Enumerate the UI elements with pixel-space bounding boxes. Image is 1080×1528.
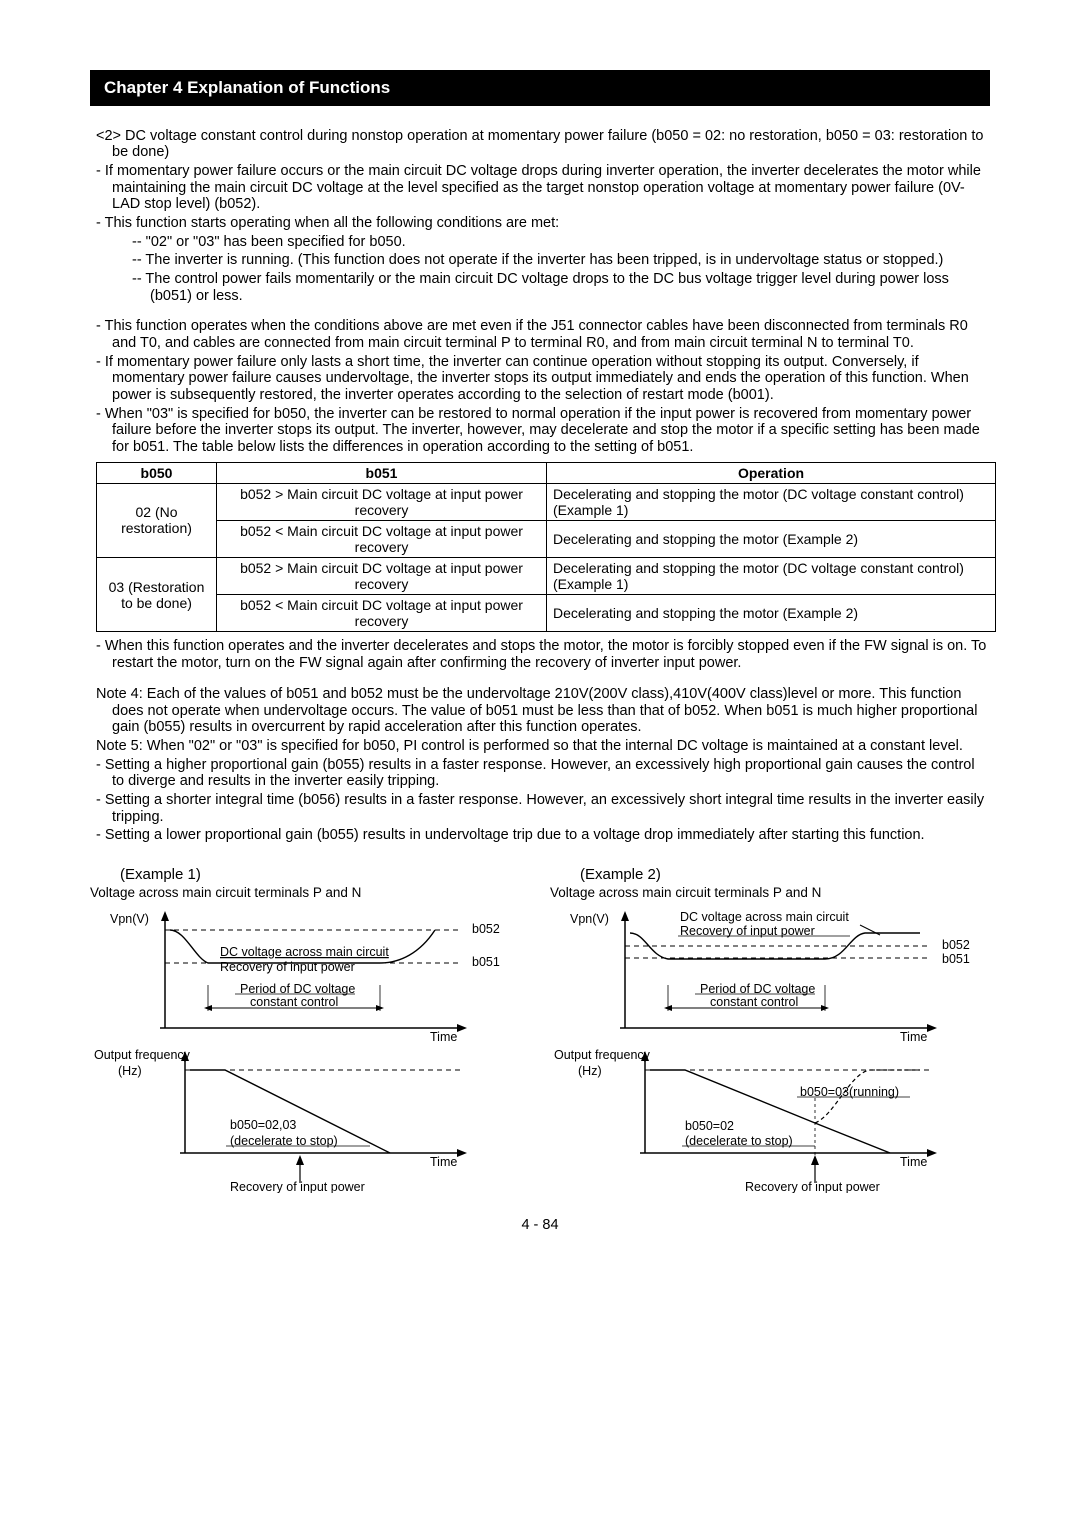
label: Vpn(V) <box>110 912 149 926</box>
td: Decelerating and stopping the motor (Exa… <box>547 520 996 557</box>
label: DC voltage across main circuit <box>220 945 389 959</box>
bullet: - Setting a lower proportional gain (b05… <box>90 827 990 844</box>
label: constant control <box>250 995 338 1009</box>
label: b051 <box>942 952 970 966</box>
label: Vpn(V) <box>570 912 609 926</box>
para: -- The inverter is running. (This functi… <box>90 252 990 269</box>
th: Operation <box>547 462 996 483</box>
ex-subtitle: Voltage across main circuit terminals P … <box>90 885 530 901</box>
chapter-header: Chapter 4 Explanation of Functions <box>90 70 990 106</box>
bullet: - Setting a higher proportional gain (b0… <box>90 757 990 790</box>
label: Output frequency <box>554 1048 651 1062</box>
label: Time <box>430 1155 457 1169</box>
ex-title: (Example 1) <box>90 866 530 883</box>
para: - This function operates when the condit… <box>90 318 990 351</box>
label: b050=02,03 <box>230 1118 296 1132</box>
ex2-voltage-chart: Vpn(V) DC voltage across main circuit Re… <box>550 903 990 1043</box>
ex-title: (Example 2) <box>550 866 990 883</box>
label: b050=02 <box>685 1119 734 1133</box>
label: Recovery of input power <box>220 960 355 974</box>
label: (Hz) <box>118 1064 142 1078</box>
ex2-freq-chart: Output frequency (Hz) Time b050=03(runni… <box>550 1043 990 1193</box>
td: 02 (No restoration) <box>97 483 217 557</box>
para: - When "03" is specified for b050, the i… <box>90 406 990 456</box>
td: b052 < Main circuit DC voltage at input … <box>217 595 547 632</box>
td: Decelerating and stopping the motor (DC … <box>547 483 996 520</box>
examples-row: (Example 1) Voltage across main circuit … <box>90 866 990 1193</box>
td: 03 (Restoration to be done) <box>97 558 217 632</box>
ex1-freq-chart: Output frequency (Hz) Time b050=02,03 (d… <box>90 1043 520 1193</box>
note: Note 5: When "02" or "03" is specified f… <box>90 738 990 755</box>
example-2: (Example 2) Voltage across main circuit … <box>550 866 990 1193</box>
label: Output frequency <box>94 1048 191 1062</box>
para: - If momentary power failure occurs or t… <box>90 163 990 213</box>
td: Decelerating and stopping the motor (DC … <box>547 558 996 595</box>
para: -- The control power fails momentarily o… <box>90 271 990 304</box>
bullet: - Setting a shorter integral time (b056)… <box>90 792 990 825</box>
th: b050 <box>97 462 217 483</box>
label: Recovery of input power <box>230 1180 365 1193</box>
para: <2> DC voltage constant control during n… <box>90 128 990 161</box>
th: b051 <box>217 462 547 483</box>
operation-table: b050 b051 Operation 02 (No restoration) … <box>96 462 996 633</box>
label: constant control <box>710 995 798 1009</box>
note: Note 4: Each of the values of b051 and b… <box>90 686 990 736</box>
example-1: (Example 1) Voltage across main circuit … <box>90 866 530 1193</box>
body-text: <2> DC voltage constant control during n… <box>90 128 990 1193</box>
label: Time <box>900 1030 927 1043</box>
td: b052 < Main circuit DC voltage at input … <box>217 520 547 557</box>
td: b052 > Main circuit DC voltage at input … <box>217 558 547 595</box>
para: -- "02" or "03" has been specified for b… <box>90 234 990 251</box>
para: - When this function operates and the in… <box>90 638 990 671</box>
para: - This function starts operating when al… <box>90 215 990 232</box>
label: (Hz) <box>578 1064 602 1078</box>
ex-subtitle: Voltage across main circuit terminals P … <box>550 885 990 901</box>
ex1-voltage-chart: Vpn(V) b052 b051 Time DC voltage across … <box>90 903 520 1043</box>
label: Recovery of input power <box>745 1180 880 1193</box>
label: Time <box>430 1030 457 1043</box>
page-number: 4 - 84 <box>90 1217 990 1234</box>
td: b052 > Main circuit DC voltage at input … <box>217 483 547 520</box>
label: DC voltage across main circuit <box>680 910 849 924</box>
label: b051 <box>472 955 500 969</box>
label: b052 <box>472 922 500 936</box>
label: Time <box>900 1155 927 1169</box>
para: - If momentary power failure only lasts … <box>90 354 990 404</box>
label: b052 <box>942 938 970 952</box>
td: Decelerating and stopping the motor (Exa… <box>547 595 996 632</box>
